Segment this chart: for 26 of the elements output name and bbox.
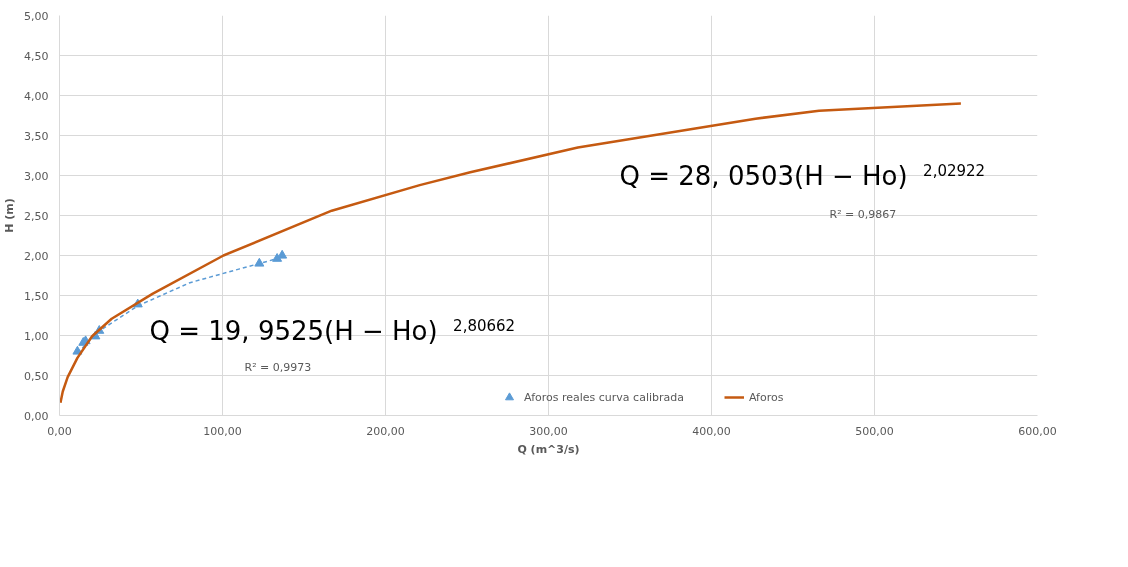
y-tick-label: 5,00	[24, 9, 49, 23]
y-tick-label: 3,00	[24, 169, 49, 183]
x-tick-label: 100,00	[203, 424, 242, 438]
x-tick-label: 300,00	[529, 424, 568, 438]
y-tick-label: 2,00	[24, 249, 49, 263]
y-tick-label: 4,50	[24, 49, 49, 63]
annotation: R² = 0,9867	[829, 207, 897, 221]
y-tick-label: 2,50	[24, 209, 49, 223]
y-axis-title: H (m)	[3, 198, 17, 233]
y-tick-label: 0,50	[24, 369, 49, 383]
y-tick-label: 1,00	[24, 329, 49, 343]
x-tick-label: 200,00	[366, 424, 405, 438]
annotation: Q = 28, 0503(H − Ho)2,02922	[619, 160, 986, 191]
y-tick-label: 4,00	[24, 89, 49, 103]
x-tick-label: 600,00	[1018, 424, 1057, 438]
annotation: R² = 0,9973	[244, 360, 312, 374]
y-tick-label: 3,50	[24, 129, 49, 143]
y-tick-label: 0,00	[24, 409, 49, 423]
x-axis-title: Q (m^3/s)	[517, 442, 580, 456]
x-tick-label: 400,00	[692, 424, 731, 438]
annotation: Q = 19, 9525(H − Ho)2,80662	[149, 315, 516, 346]
x-tick-label: 500,00	[855, 424, 894, 438]
y-tick-label: 1,50	[24, 289, 49, 303]
legend-label: Aforos	[748, 390, 784, 404]
x-tick-label: 0,00	[47, 424, 72, 438]
legend-label: Aforos reales curva calibrada	[524, 390, 684, 404]
